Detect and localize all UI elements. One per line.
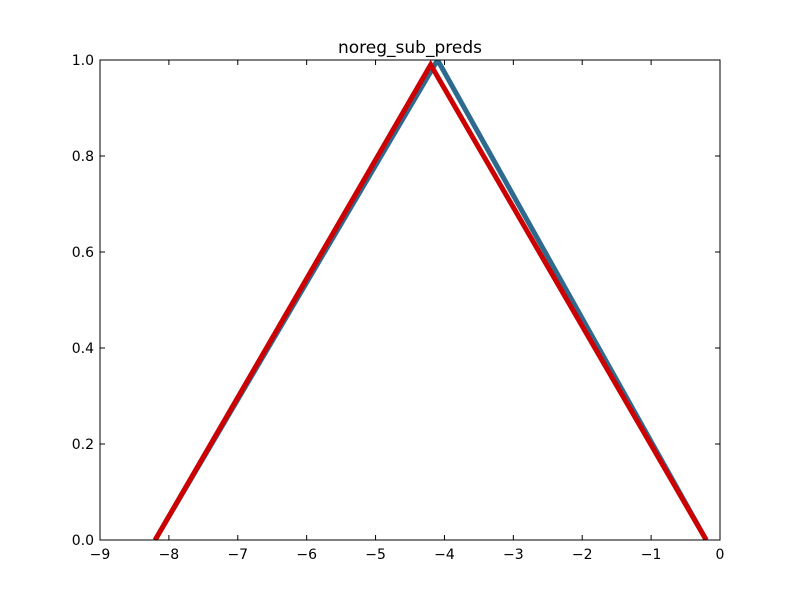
x-tick-label: −6 xyxy=(296,547,317,563)
x-tick-label: −8 xyxy=(159,547,180,563)
y-axis-ticks: 0.0 0.2 0.4 0.6 0.8 1.0 xyxy=(72,53,720,549)
y-tick-label: 0.4 xyxy=(72,341,94,357)
x-axis-ticks: −9 −8 −7 −6 −5 −4 −3 −2 −1 0 xyxy=(90,60,725,563)
y-tick-label: 1.0 xyxy=(72,53,94,69)
series-line-1 xyxy=(152,60,709,540)
x-tick-label: 0 xyxy=(716,547,725,563)
x-tick-label: −1 xyxy=(641,547,662,563)
chart-title: noreg_sub_preds xyxy=(338,38,482,58)
x-tick-label: −7 xyxy=(227,547,248,563)
y-tick-label: 0.8 xyxy=(72,149,94,165)
x-tick-label: −3 xyxy=(503,547,524,563)
x-tick-label: −4 xyxy=(434,547,455,563)
plot-frame xyxy=(99,59,721,541)
series-group xyxy=(152,60,709,540)
x-tick-label: −9 xyxy=(90,547,111,563)
x-tick-label: −2 xyxy=(572,547,593,563)
y-tick-label: 0.2 xyxy=(72,437,94,453)
y-tick-label: 0.6 xyxy=(72,245,94,261)
x-tick-label: −5 xyxy=(365,547,386,563)
series-line-2 xyxy=(152,60,709,540)
y-tick-label: 0.0 xyxy=(72,533,94,549)
